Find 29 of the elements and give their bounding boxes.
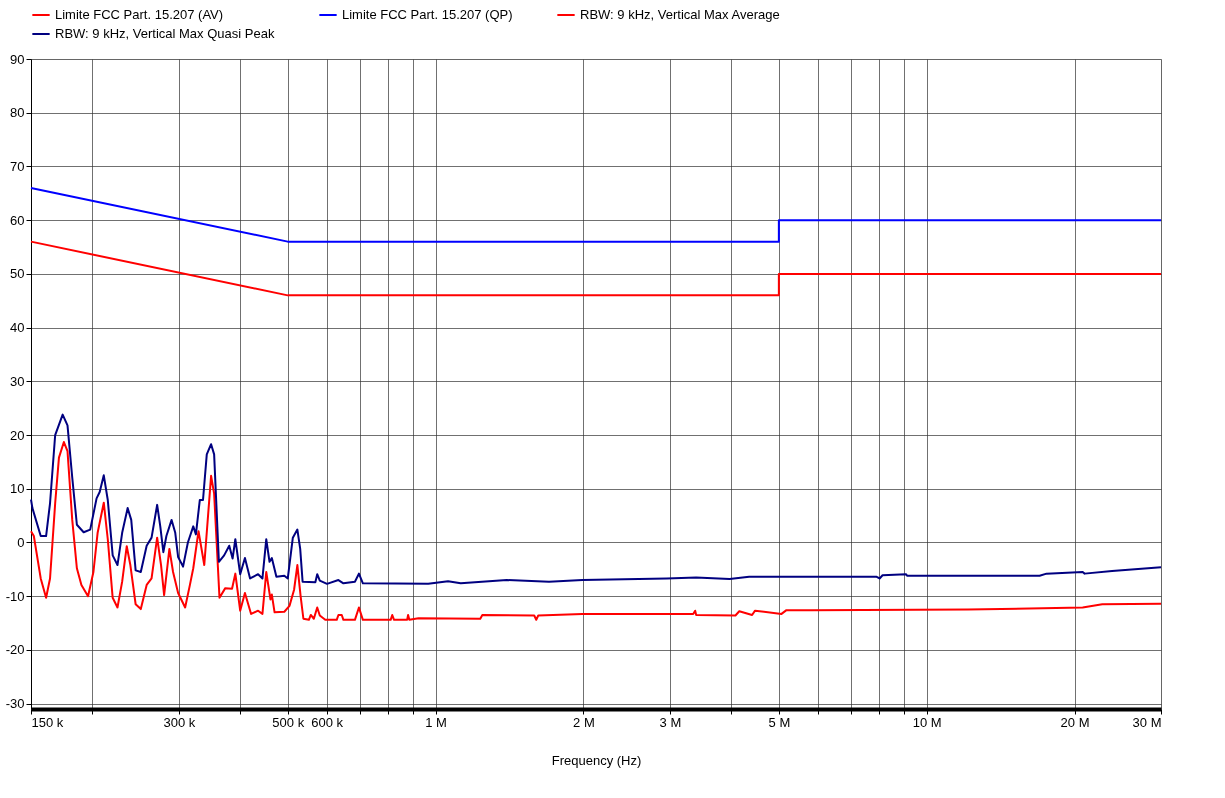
x-tick-label: 3 M xyxy=(659,714,682,730)
y-tick-label: 50 xyxy=(10,266,25,282)
legend-label: RBW: 9 kHz, Vertical Max Quasi Peak xyxy=(55,26,275,41)
x-tick-label: 150 k xyxy=(31,714,64,730)
y-tick-label: -10 xyxy=(5,588,25,604)
x-tick-label: 1 M xyxy=(425,714,447,730)
x-tick-label: 10 M xyxy=(912,714,942,730)
legend-label: RBW: 9 kHz, Vertical Max Average xyxy=(580,7,780,22)
y-tick-label: -20 xyxy=(5,642,25,658)
x-tick-label: 500 k xyxy=(272,714,305,730)
y-tick-label: 10 xyxy=(10,481,25,497)
legend-label: Limite FCC Part. 15.207 (QP) xyxy=(342,7,513,22)
x-tick-label: 30 M xyxy=(1132,714,1162,730)
y-tick-label: 30 xyxy=(10,373,25,389)
y-tick-label: 20 xyxy=(10,427,25,443)
x-tick-label: 5 M xyxy=(768,714,791,730)
x-tick-label: 600 k xyxy=(311,714,344,730)
y-tick-label: 0 xyxy=(17,534,25,550)
y-tick-label: 80 xyxy=(10,105,25,121)
x-tick-label: 300 k xyxy=(163,714,196,730)
x-axis-title: Frequency (Hz) xyxy=(551,752,642,768)
x-tick-label: 2 M xyxy=(573,714,595,730)
legend-label: Limite FCC Part. 15.207 (AV) xyxy=(55,7,224,22)
y-tick-label: 40 xyxy=(10,320,25,336)
y-tick-label: -30 xyxy=(5,696,25,712)
x-tick-label: 20 M xyxy=(1060,714,1090,730)
y-tick-label: 70 xyxy=(10,158,25,174)
y-tick-label: 90 xyxy=(10,51,25,67)
y-tick-label: 60 xyxy=(10,212,25,228)
